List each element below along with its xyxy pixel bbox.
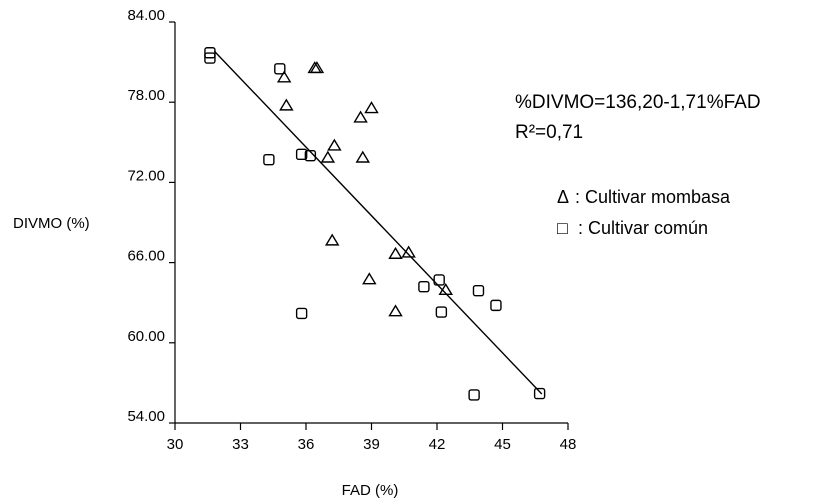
- point-mombasa-triangle: [353, 110, 368, 123]
- y-tick-label: 60.00: [127, 328, 165, 345]
- x-tick-label: 48: [560, 436, 577, 453]
- data-points: [204, 47, 546, 401]
- point-mombasa-triangle: [362, 272, 377, 285]
- point-comun-square: [263, 153, 275, 166]
- x-tick-label: 45: [494, 436, 511, 453]
- point-mombasa-triangle: [309, 61, 325, 74]
- point-comun-square: [468, 389, 480, 401]
- point-mombasa-triangle: [320, 150, 336, 163]
- point-mombasa-triangle: [307, 61, 322, 74]
- point-comun-square: [533, 387, 546, 400]
- y-tick-label: 78.00: [127, 87, 165, 104]
- y-tick-label: 54.00: [127, 408, 165, 425]
- legend-symbol-comun: □: [557, 218, 568, 238]
- trend-line: [213, 50, 543, 395]
- point-comun-square: [418, 280, 430, 293]
- r-squared-label: R²=0,71: [515, 122, 583, 143]
- y-tick-label: 84.00: [127, 7, 165, 24]
- point-comun-square: [295, 307, 308, 320]
- point-mombasa-triangle: [438, 282, 453, 296]
- point-mombasa-triangle: [355, 150, 371, 163]
- point-comun-square: [295, 148, 308, 161]
- point-comun-square: [472, 284, 485, 297]
- y-ticks: 54.00 60.00 66.00 72.00 78.00 84.00: [127, 7, 175, 425]
- point-mombasa-triangle: [401, 245, 416, 258]
- point-comun-square: [433, 274, 445, 286]
- point-comun-square: [204, 47, 216, 59]
- point-comun-square: [435, 306, 448, 318]
- legend-symbol-mombasa: Δ: [557, 187, 569, 207]
- point-mombasa-triangle: [324, 233, 340, 246]
- point-mombasa-triangle: [327, 138, 342, 151]
- point-mombasa-triangle: [364, 101, 379, 114]
- legend: Δ : Cultivar mombasa □ : Cultivar común: [557, 187, 731, 238]
- legend-label-comun: : Cultivar común: [578, 218, 708, 238]
- x-ticks: 30 33 36 39 42 45 48: [167, 423, 577, 453]
- y-tick-label: 72.00: [127, 167, 165, 184]
- point-mombasa-triangle: [279, 98, 294, 111]
- point-comun-square: [490, 299, 502, 312]
- regression-equation: %DIVMO=136,20-1,71%FAD: [515, 92, 761, 113]
- y-axis-label: DIVMO (%): [13, 215, 90, 232]
- point-mombasa-triangle: [388, 246, 403, 259]
- point-comun-square: [204, 52, 216, 64]
- x-tick-label: 33: [232, 436, 249, 453]
- axes: [174, 22, 568, 424]
- x-tick-label: 36: [298, 436, 315, 453]
- x-tick-label: 39: [363, 436, 380, 453]
- point-comun-square: [274, 63, 286, 75]
- point-mombasa-triangle: [276, 70, 292, 83]
- y-tick-label: 66.00: [127, 248, 165, 265]
- point-mombasa-triangle: [388, 304, 403, 317]
- x-tick-label: 30: [167, 436, 184, 453]
- point-comun-square: [304, 149, 317, 162]
- x-tick-label: 42: [429, 436, 446, 453]
- x-axis-label: FAD (%): [342, 482, 399, 499]
- legend-label-mombasa: : Cultivar mombasa: [575, 187, 731, 207]
